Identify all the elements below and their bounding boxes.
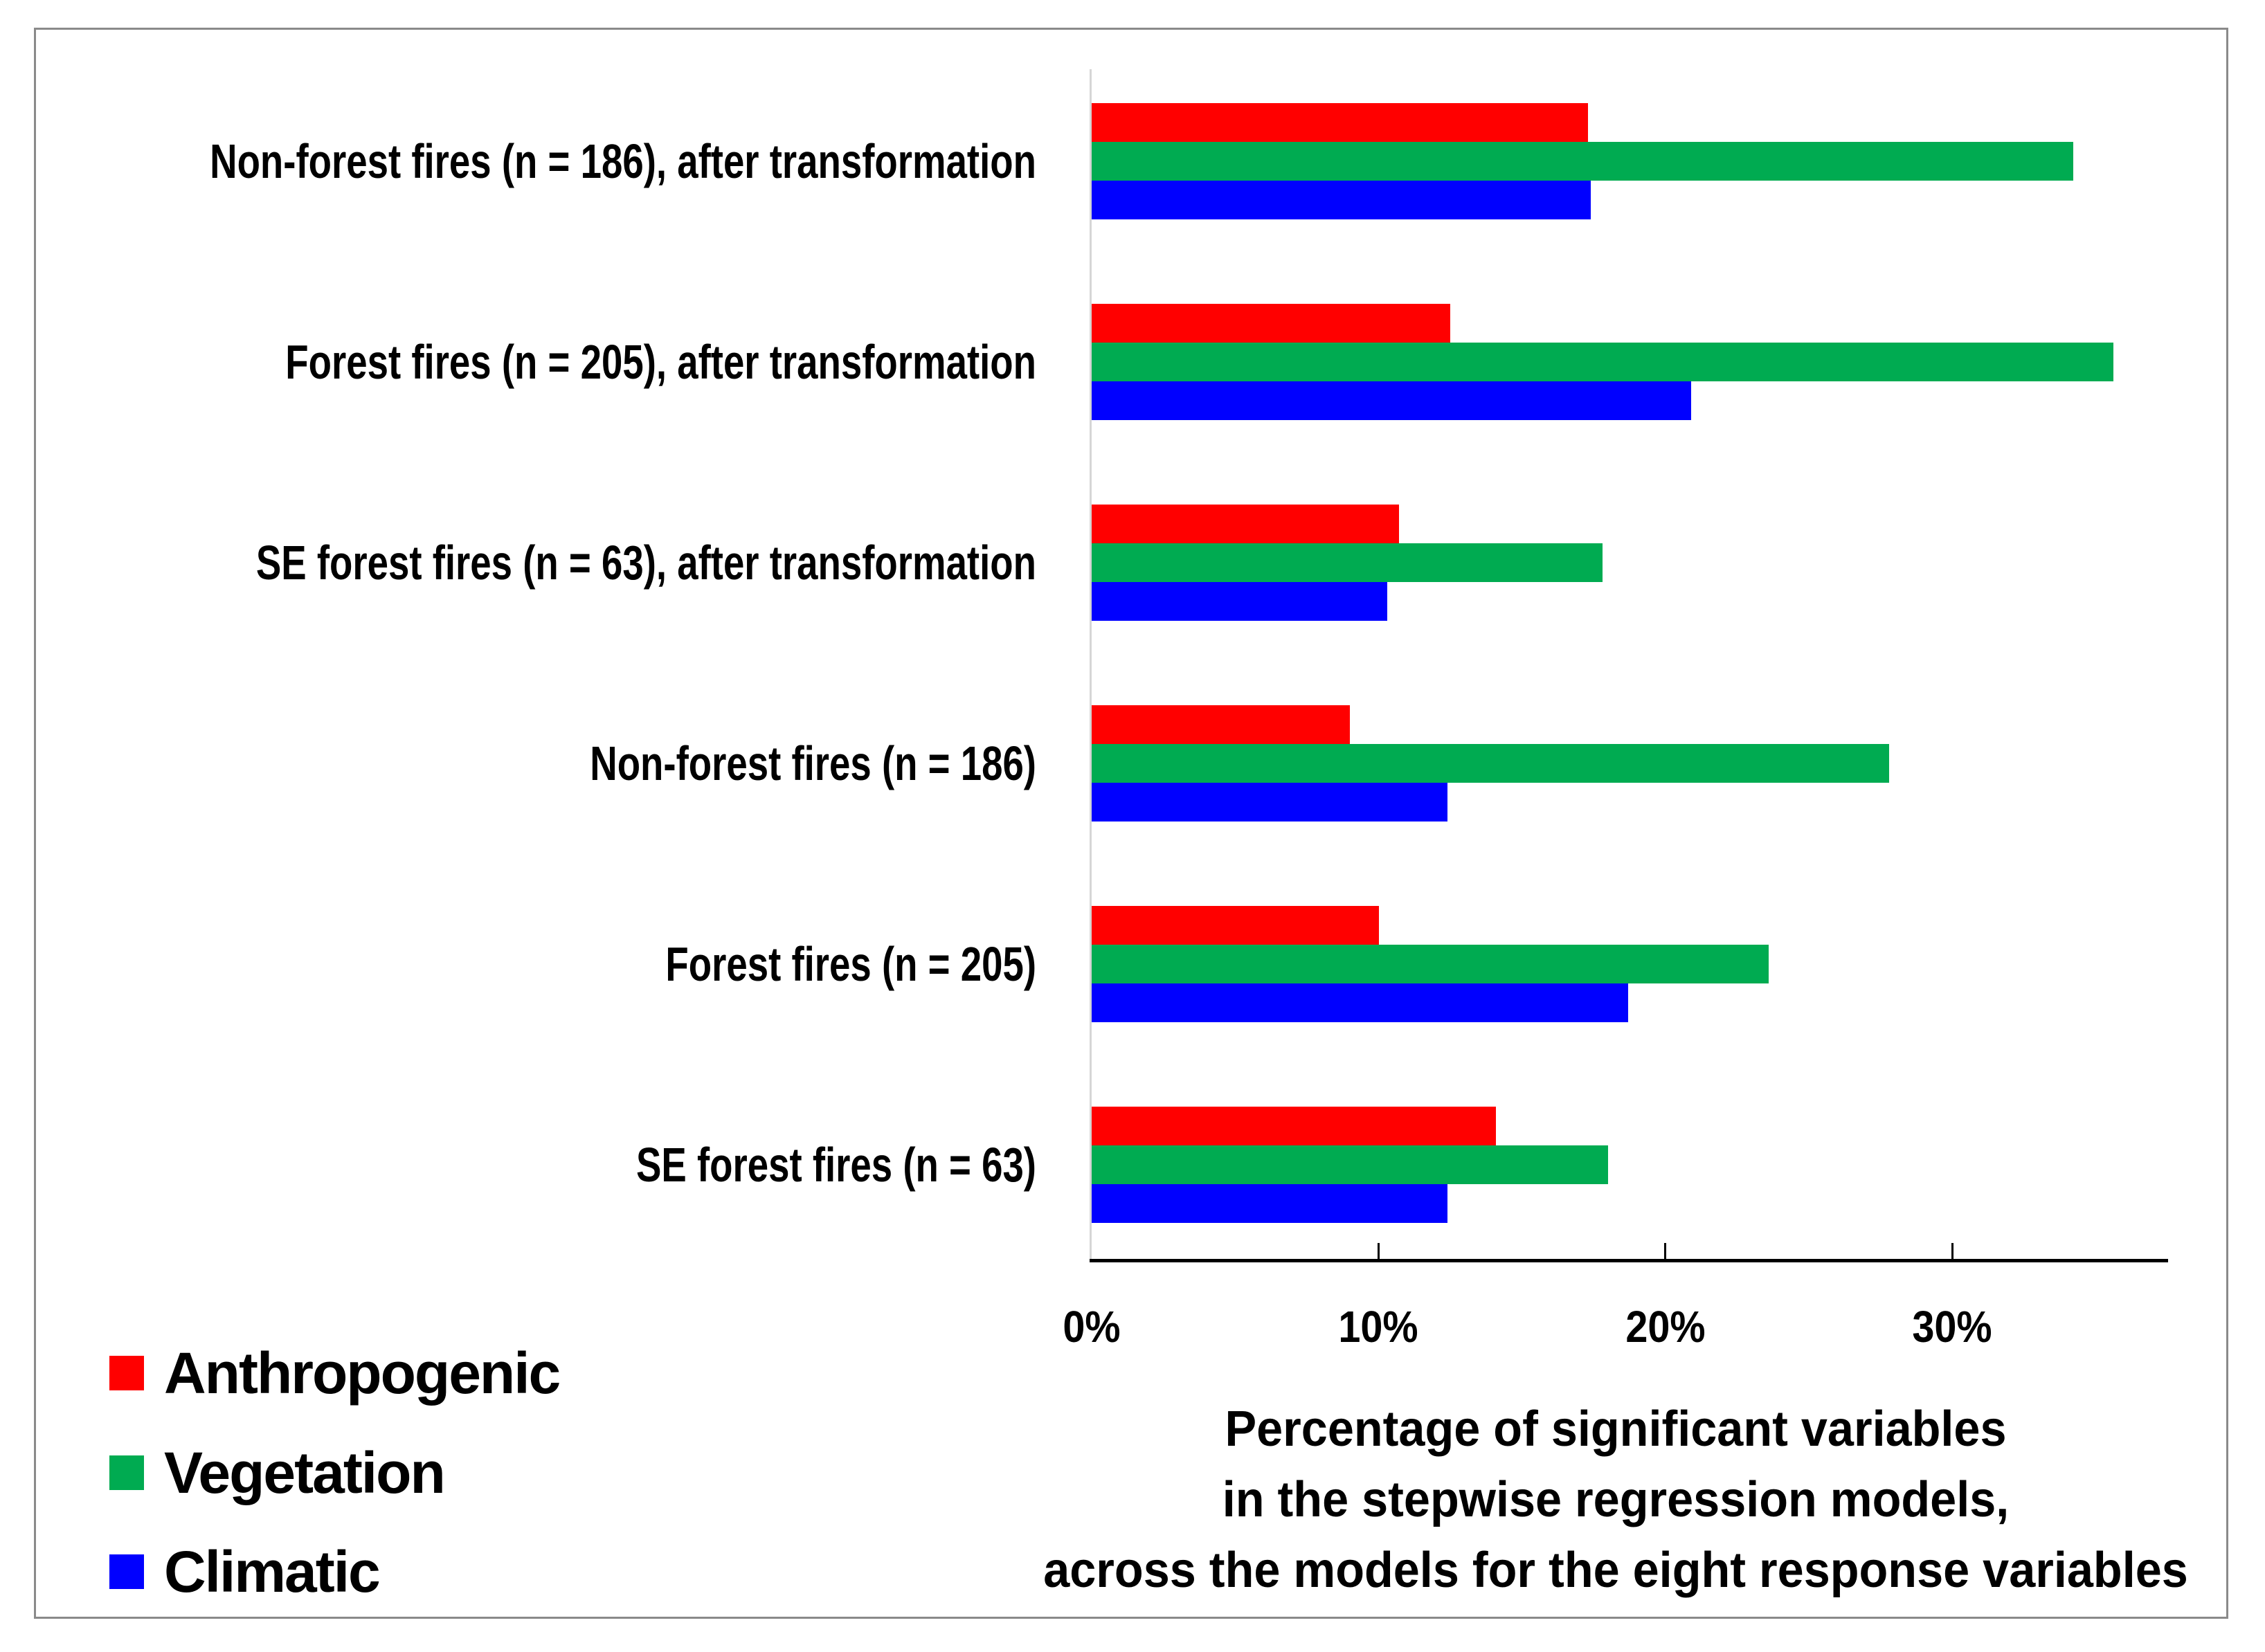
category-label: Forest fires (n = 205), after transforma…: [285, 335, 1036, 389]
y-axis-line: [1090, 69, 1092, 1262]
bar-anthropogenic: [1092, 1107, 1496, 1145]
bar-climatic: [1092, 181, 1591, 219]
bar-anthropogenic: [1092, 304, 1450, 343]
x-axis-title-line: across the models for the eight response…: [1043, 1543, 2188, 1598]
bar-climatic: [1092, 381, 1691, 420]
legend-label-climatic: Climatic: [164, 1539, 381, 1604]
legend-label-anthropogenic: Anthropogenic: [164, 1341, 561, 1406]
x-axis-title-line: in the stepwise regression models,: [1222, 1472, 2010, 1527]
category-label: Forest fires (n = 205): [665, 937, 1036, 991]
bar-vegetation: [1092, 543, 1603, 582]
legend-marker-vegetation: [109, 1455, 144, 1490]
x-tick-30: [1951, 1243, 1953, 1259]
chart-border: [34, 28, 2228, 1619]
bar-vegetation: [1092, 945, 1769, 983]
bar-vegetation: [1092, 744, 1889, 783]
category-label: SE forest fires (n = 63): [635, 1138, 1036, 1192]
bar-climatic: [1092, 983, 1628, 1022]
bar-anthropogenic: [1092, 505, 1399, 543]
x-tick-10: [1378, 1243, 1380, 1259]
bar-vegetation: [1092, 142, 2073, 181]
bar-anthropogenic: [1092, 103, 1588, 142]
x-tick-label-30: 30%: [1912, 1302, 1992, 1352]
category-label: Non-forest fires (n = 186), after transf…: [210, 134, 1036, 188]
legend-label-vegetation: Vegetation: [164, 1440, 446, 1505]
category-label: Non-forest fires (n = 186): [590, 736, 1036, 790]
bar-vegetation: [1092, 1145, 1608, 1184]
bar-climatic: [1092, 1184, 1447, 1223]
bar-anthropogenic: [1092, 705, 1350, 744]
x-tick-20: [1664, 1243, 1666, 1259]
bar-anthropogenic: [1092, 906, 1379, 945]
x-tick-label-10: 10%: [1338, 1302, 1418, 1352]
legend-marker-climatic: [109, 1554, 144, 1589]
bar-climatic: [1092, 582, 1387, 621]
x-axis-title-line: Percentage of significant variables: [1225, 1401, 2007, 1457]
legend-marker-anthropogenic: [109, 1356, 144, 1390]
x-tick-label-0: 0%: [1063, 1302, 1121, 1352]
x-axis-line: [1090, 1259, 2168, 1262]
category-label: SE forest fires (n = 63), after transfor…: [255, 536, 1036, 590]
bar-climatic: [1092, 783, 1447, 822]
bar-vegetation: [1092, 343, 2113, 381]
x-tick-label-20: 20%: [1625, 1302, 1706, 1352]
